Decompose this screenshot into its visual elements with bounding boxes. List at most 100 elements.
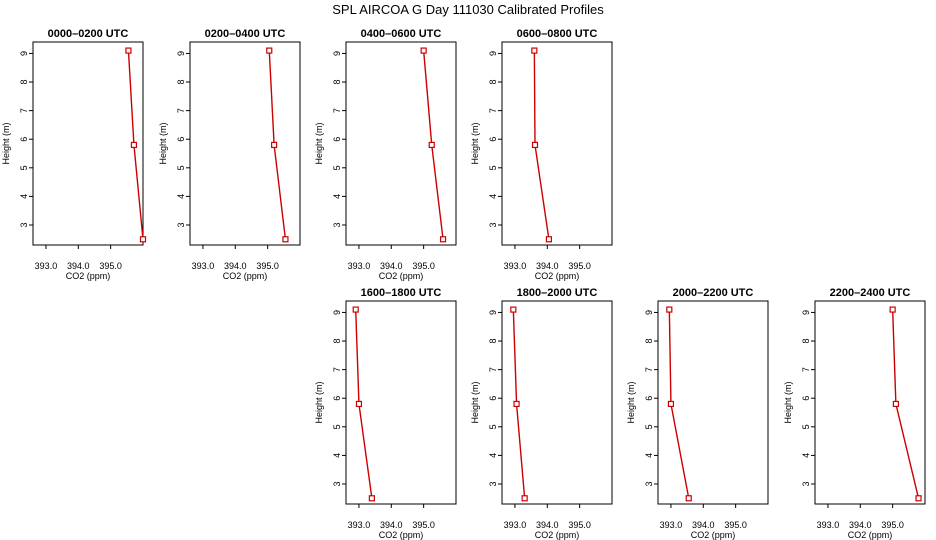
x-tick-label: 394.0 xyxy=(380,520,403,530)
data-point xyxy=(667,400,675,408)
y-tick-label: 8 xyxy=(332,339,342,344)
y-axis-label: Height (m) xyxy=(1,122,11,164)
data-point xyxy=(521,495,528,502)
x-tick-label: 394.0 xyxy=(536,520,559,530)
y-tick-label: 3 xyxy=(644,481,654,486)
x-tick-label: 394.0 xyxy=(536,261,559,271)
y-tick-label: 4 xyxy=(801,453,811,458)
data-point xyxy=(368,495,375,502)
data-point xyxy=(531,141,539,149)
y-tick-label: 6 xyxy=(488,137,498,142)
data-point xyxy=(139,236,147,243)
y-tick-label: 4 xyxy=(176,194,186,199)
y-tick-label: 3 xyxy=(488,222,498,227)
x-tick-label: 393.0 xyxy=(817,520,840,530)
y-tick-label: 7 xyxy=(488,367,498,372)
x-tick-label: 393.0 xyxy=(504,261,527,271)
y-tick-label: 3 xyxy=(332,222,342,227)
data-point xyxy=(130,141,138,149)
y-axis-label: Height (m) xyxy=(470,122,480,164)
x-tick-label: 395.0 xyxy=(568,520,591,530)
y-tick-label: 6 xyxy=(801,396,811,401)
panel-title: 0200–0400 UTC xyxy=(205,28,286,40)
figure-title: SPL AIRCOA G Day 111030 Calibrated Profi… xyxy=(332,2,604,17)
y-tick-label: 7 xyxy=(801,367,811,372)
y-tick-label: 4 xyxy=(488,194,498,199)
y-tick-label: 6 xyxy=(332,396,342,401)
y-tick-label: 7 xyxy=(488,108,498,113)
x-tick-label: 395.0 xyxy=(724,520,747,530)
y-axis-label: Height (m) xyxy=(158,122,168,164)
x-tick-label: 395.0 xyxy=(412,261,435,271)
y-tick-label: 7 xyxy=(19,108,29,113)
y-tick-label: 8 xyxy=(488,80,498,85)
plot-frame xyxy=(345,41,457,246)
panel-title: 0000–0200 UTC xyxy=(48,28,129,40)
plot-frame xyxy=(814,300,926,505)
y-tick-label: 7 xyxy=(332,108,342,113)
y-tick-label: 8 xyxy=(801,339,811,344)
y-tick-label: 8 xyxy=(332,80,342,85)
y-tick-label: 6 xyxy=(332,137,342,142)
y-tick-label: 3 xyxy=(176,222,186,227)
y-tick-label: 8 xyxy=(644,339,654,344)
y-tick-label: 4 xyxy=(332,453,342,458)
x-axis-label: CO2 (ppm) xyxy=(535,271,580,281)
data-point xyxy=(915,495,922,502)
y-tick-label: 5 xyxy=(488,424,498,429)
x-tick-label: 394.0 xyxy=(849,520,872,530)
x-tick-label: 394.0 xyxy=(67,261,90,271)
x-tick-label: 393.0 xyxy=(192,261,215,271)
y-tick-label: 3 xyxy=(488,481,498,486)
y-axis-label: Height (m) xyxy=(626,381,636,423)
y-tick-label: 6 xyxy=(176,137,186,142)
y-tick-label: 9 xyxy=(801,310,811,315)
data-point xyxy=(685,495,692,502)
x-tick-label: 393.0 xyxy=(348,520,371,530)
data-point xyxy=(428,141,435,149)
x-tick-label: 393.0 xyxy=(35,261,58,271)
data-point xyxy=(889,306,896,313)
y-tick-label: 8 xyxy=(19,80,29,85)
panel-title: 0400–0600 UTC xyxy=(361,28,442,40)
data-point xyxy=(439,236,447,243)
plot-frame xyxy=(501,41,613,246)
data-point xyxy=(531,47,538,54)
x-axis-label: CO2 (ppm) xyxy=(535,530,580,540)
y-tick-label: 3 xyxy=(801,481,811,486)
y-tick-label: 9 xyxy=(332,51,342,56)
plot-frame xyxy=(501,300,613,505)
panel-title: 2000–2200 UTC xyxy=(673,287,754,299)
panel-title: 2200–2400 UTC xyxy=(830,287,911,299)
x-tick-label: 393.0 xyxy=(348,261,371,271)
y-tick-label: 7 xyxy=(332,367,342,372)
x-tick-label: 393.0 xyxy=(504,520,527,530)
y-tick-label: 8 xyxy=(176,80,186,85)
y-tick-label: 4 xyxy=(332,194,342,199)
y-tick-label: 5 xyxy=(19,165,29,170)
y-tick-label: 7 xyxy=(644,367,654,372)
x-axis-label: CO2 (ppm) xyxy=(66,271,111,281)
y-tick-label: 5 xyxy=(644,424,654,429)
x-axis-label: CO2 (ppm) xyxy=(379,271,424,281)
data-point xyxy=(545,236,553,243)
data-point xyxy=(510,306,517,313)
panel-title: 0600–0800 UTC xyxy=(517,28,598,40)
y-tick-label: 5 xyxy=(488,165,498,170)
x-tick-label: 395.0 xyxy=(99,261,122,271)
data-point xyxy=(266,47,273,54)
y-tick-label: 9 xyxy=(176,51,186,56)
y-tick-label: 9 xyxy=(332,310,342,315)
y-tick-label: 4 xyxy=(644,453,654,458)
plot-frame xyxy=(189,41,301,246)
x-tick-label: 393.0 xyxy=(660,520,683,530)
x-axis-label: CO2 (ppm) xyxy=(691,530,736,540)
y-tick-label: 9 xyxy=(488,310,498,315)
x-axis-label: CO2 (ppm) xyxy=(379,530,424,540)
x-tick-label: 395.0 xyxy=(568,261,591,271)
